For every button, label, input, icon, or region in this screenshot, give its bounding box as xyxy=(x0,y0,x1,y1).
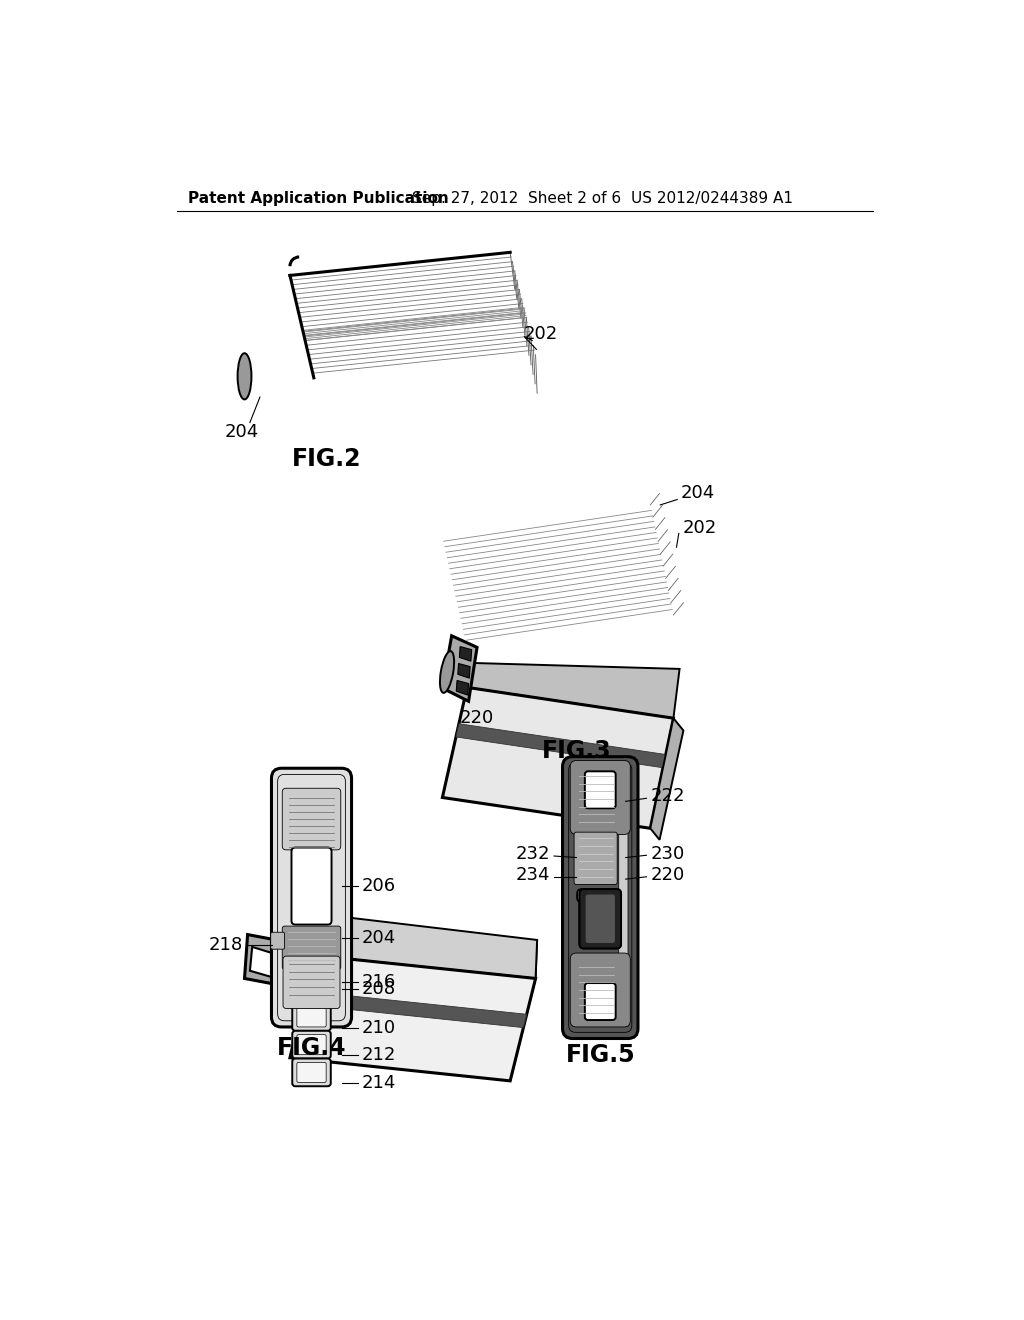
Text: 204: 204 xyxy=(361,929,396,946)
Polygon shape xyxy=(303,977,307,987)
Text: 234: 234 xyxy=(516,866,550,883)
FancyBboxPatch shape xyxy=(297,1063,326,1082)
FancyBboxPatch shape xyxy=(574,832,617,884)
FancyBboxPatch shape xyxy=(297,979,326,999)
FancyBboxPatch shape xyxy=(297,1007,326,1027)
Ellipse shape xyxy=(440,651,454,693)
Polygon shape xyxy=(245,935,316,991)
Text: 216: 216 xyxy=(361,973,396,991)
FancyBboxPatch shape xyxy=(580,890,621,949)
Text: 230: 230 xyxy=(650,845,685,863)
Text: 222: 222 xyxy=(650,787,685,805)
FancyBboxPatch shape xyxy=(292,1003,331,1031)
FancyBboxPatch shape xyxy=(283,788,341,850)
Polygon shape xyxy=(460,647,472,661)
Text: FIG.5: FIG.5 xyxy=(565,1043,635,1068)
Text: 214: 214 xyxy=(361,1074,396,1092)
FancyBboxPatch shape xyxy=(585,771,615,808)
Polygon shape xyxy=(309,978,313,989)
Text: 204: 204 xyxy=(225,422,259,441)
Polygon shape xyxy=(310,913,538,978)
Polygon shape xyxy=(458,664,470,678)
FancyBboxPatch shape xyxy=(570,760,631,834)
Text: 212: 212 xyxy=(361,1047,396,1064)
Text: 210: 210 xyxy=(361,1019,395,1036)
Text: FIG.4: FIG.4 xyxy=(276,1036,346,1060)
Text: Sep. 27, 2012  Sheet 2 of 6: Sep. 27, 2012 Sheet 2 of 6 xyxy=(412,191,621,206)
Polygon shape xyxy=(250,946,287,981)
Polygon shape xyxy=(442,688,674,829)
Text: US 2012/0244389 A1: US 2012/0244389 A1 xyxy=(631,191,793,206)
Polygon shape xyxy=(302,991,526,1027)
Text: 220: 220 xyxy=(460,709,495,727)
Polygon shape xyxy=(291,974,295,985)
Text: 202: 202 xyxy=(523,325,557,343)
FancyBboxPatch shape xyxy=(297,1035,326,1055)
FancyBboxPatch shape xyxy=(586,895,614,942)
FancyBboxPatch shape xyxy=(283,927,341,969)
Polygon shape xyxy=(650,718,683,840)
Text: 204: 204 xyxy=(681,484,716,503)
Polygon shape xyxy=(442,636,477,701)
FancyBboxPatch shape xyxy=(570,953,631,1027)
Polygon shape xyxy=(510,940,538,1081)
FancyBboxPatch shape xyxy=(618,776,628,1019)
FancyBboxPatch shape xyxy=(578,890,600,903)
Polygon shape xyxy=(297,975,301,986)
FancyBboxPatch shape xyxy=(283,956,340,1008)
Polygon shape xyxy=(457,681,469,696)
Text: 220: 220 xyxy=(650,866,685,883)
Text: 232: 232 xyxy=(516,845,550,863)
Text: Patent Application Publication: Patent Application Publication xyxy=(188,191,450,206)
Polygon shape xyxy=(290,956,536,1081)
FancyBboxPatch shape xyxy=(585,983,615,1020)
FancyBboxPatch shape xyxy=(292,1059,331,1086)
FancyBboxPatch shape xyxy=(562,756,638,1039)
Text: 208: 208 xyxy=(361,981,395,998)
Ellipse shape xyxy=(238,354,252,400)
Text: FIG.3: FIG.3 xyxy=(543,739,612,763)
Polygon shape xyxy=(456,723,666,768)
Text: 206: 206 xyxy=(361,876,395,895)
FancyBboxPatch shape xyxy=(292,847,332,924)
Text: FIG.2: FIG.2 xyxy=(292,446,361,471)
Polygon shape xyxy=(466,663,680,718)
Text: 218: 218 xyxy=(209,936,243,954)
Text: 202: 202 xyxy=(683,519,717,537)
FancyBboxPatch shape xyxy=(292,975,331,1003)
FancyBboxPatch shape xyxy=(580,890,621,949)
FancyBboxPatch shape xyxy=(292,1031,331,1059)
FancyBboxPatch shape xyxy=(586,895,614,942)
FancyBboxPatch shape xyxy=(270,932,285,949)
FancyBboxPatch shape xyxy=(271,768,351,1027)
